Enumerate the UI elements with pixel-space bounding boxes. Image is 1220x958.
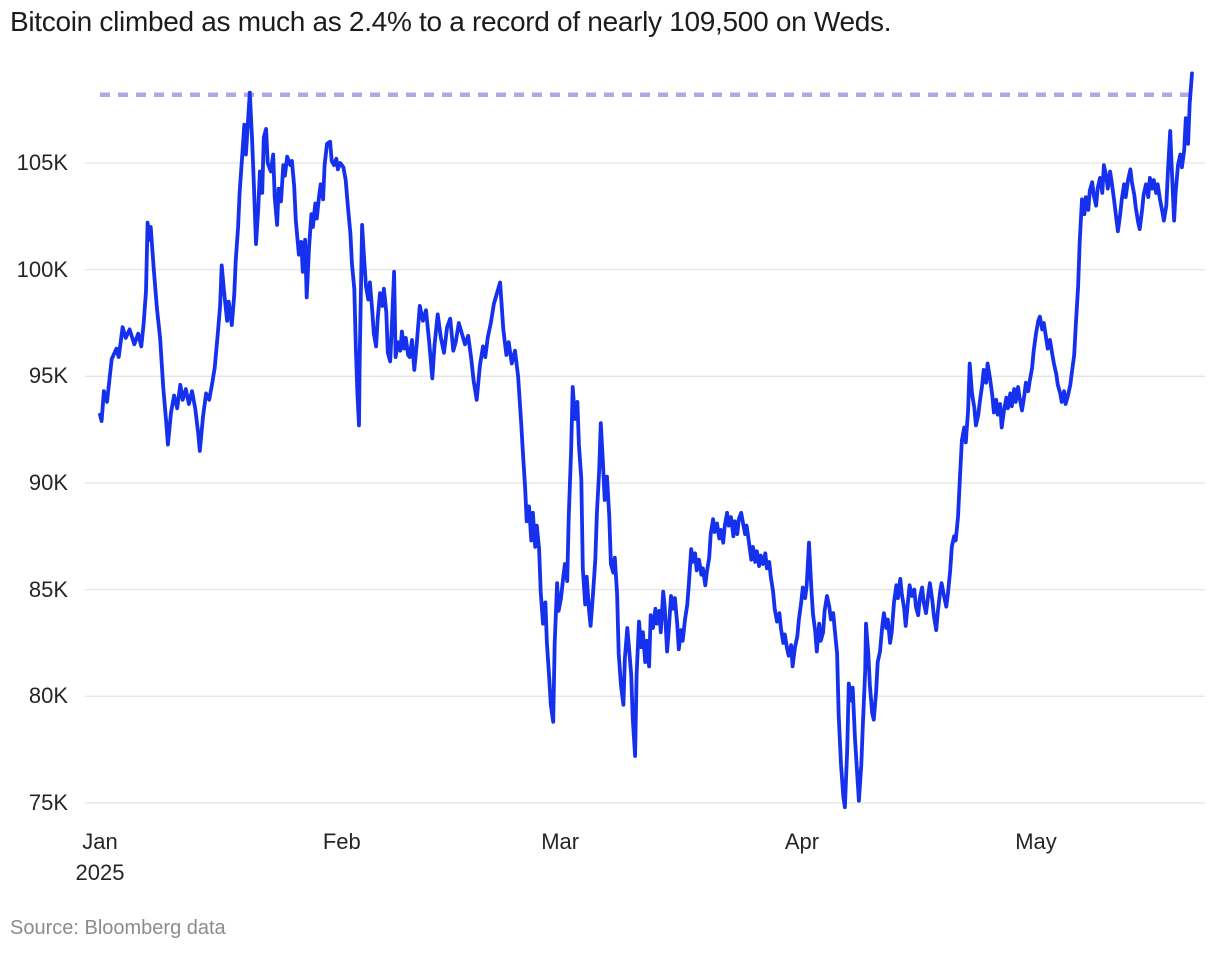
y-axis-label-85K: 85K — [28, 576, 68, 602]
x-axis-label-May: May — [1015, 829, 1057, 854]
source-credit: Source: Bloomberg data — [10, 917, 226, 939]
y-axis-label-95K: 95K — [28, 363, 68, 389]
x-axis-label-Feb: Feb — [322, 829, 361, 854]
y-axis-label-100K: 100K — [16, 256, 68, 282]
x-axis-sublabel-year: 2025 — [75, 860, 125, 885]
chart-title: Bitcoin climbed as much as 2.4% to a rec… — [10, 6, 892, 37]
y-axis-label-90K: 90K — [28, 469, 68, 495]
x-axis-label-Apr: Apr — [784, 829, 820, 854]
y-axis-label-80K: 80K — [28, 683, 68, 709]
y-axis-label-75K: 75K — [28, 789, 68, 815]
bitcoin-price-line — [98, 71, 1194, 810]
x-axis-label-Jan: Jan 2025 — [40, 826, 160, 888]
y-axis-label-105K: 105K — [16, 150, 68, 175]
x-axis-label-Mar: Mar — [541, 829, 580, 854]
